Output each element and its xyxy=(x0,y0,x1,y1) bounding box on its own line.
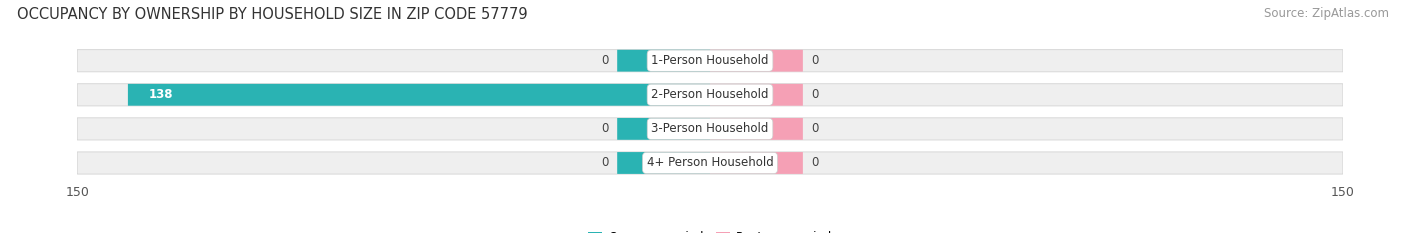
FancyBboxPatch shape xyxy=(617,152,710,174)
FancyBboxPatch shape xyxy=(710,50,803,72)
Text: 138: 138 xyxy=(149,88,173,101)
FancyBboxPatch shape xyxy=(710,118,803,140)
Text: OCCUPANCY BY OWNERSHIP BY HOUSEHOLD SIZE IN ZIP CODE 57779: OCCUPANCY BY OWNERSHIP BY HOUSEHOLD SIZE… xyxy=(17,7,527,22)
Text: 4+ Person Household: 4+ Person Household xyxy=(647,157,773,169)
Text: 0: 0 xyxy=(602,122,609,135)
Text: 0: 0 xyxy=(811,122,818,135)
FancyBboxPatch shape xyxy=(77,50,1343,72)
Text: 0: 0 xyxy=(602,54,609,67)
Text: 0: 0 xyxy=(811,88,818,101)
Text: 2-Person Household: 2-Person Household xyxy=(651,88,769,101)
FancyBboxPatch shape xyxy=(77,84,1343,106)
Legend: Owner-occupied, Renter-occupied: Owner-occupied, Renter-occupied xyxy=(583,226,837,233)
Text: Source: ZipAtlas.com: Source: ZipAtlas.com xyxy=(1264,7,1389,20)
FancyBboxPatch shape xyxy=(710,152,803,174)
FancyBboxPatch shape xyxy=(128,84,710,106)
FancyBboxPatch shape xyxy=(710,84,803,106)
FancyBboxPatch shape xyxy=(617,118,710,140)
FancyBboxPatch shape xyxy=(77,118,1343,140)
FancyBboxPatch shape xyxy=(617,50,710,72)
Text: 0: 0 xyxy=(602,157,609,169)
FancyBboxPatch shape xyxy=(77,152,1343,174)
Text: 0: 0 xyxy=(811,54,818,67)
Text: 1-Person Household: 1-Person Household xyxy=(651,54,769,67)
Text: 0: 0 xyxy=(811,157,818,169)
Text: 3-Person Household: 3-Person Household xyxy=(651,122,769,135)
